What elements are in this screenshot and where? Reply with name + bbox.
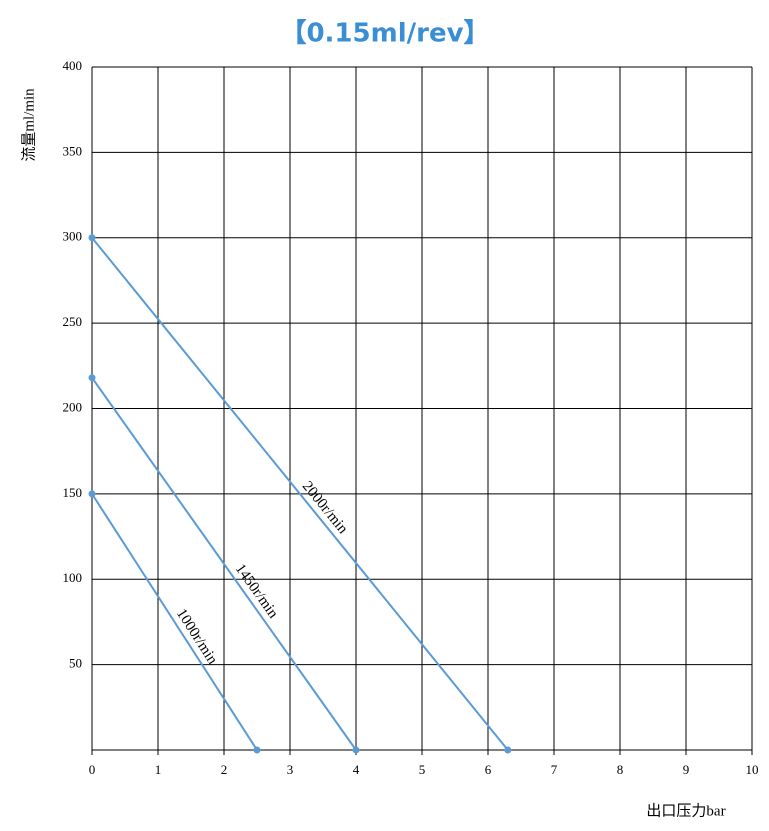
x-tick-label: 8 — [617, 762, 624, 777]
x-tick-label: 0 — [89, 762, 96, 777]
y-tick-label: 350 — [63, 143, 83, 158]
y-tick-label: 50 — [69, 656, 82, 671]
x-tick-label: 5 — [419, 762, 426, 777]
y-axis-label: 流量ml/min — [20, 88, 37, 162]
series-label: 2000r/min — [299, 478, 351, 537]
x-tick-label: 4 — [353, 762, 360, 777]
y-tick-label: 100 — [63, 570, 83, 585]
series-line — [91, 493, 258, 751]
x-tick-label: 1 — [155, 762, 162, 777]
point-marker — [352, 746, 360, 754]
x-tick-label: 10 — [746, 762, 759, 777]
x-axis-label: 出口压力bar — [646, 802, 725, 819]
y-tick-label: 150 — [63, 485, 83, 500]
y-tick-label: 250 — [63, 314, 83, 329]
series-line — [91, 237, 509, 751]
x-tick-label: 9 — [683, 762, 690, 777]
x-tick-label: 2 — [221, 762, 228, 777]
series-line — [91, 377, 357, 751]
chart-title: 【0.15ml/rev】 — [280, 19, 489, 49]
point-marker — [504, 746, 512, 754]
y-tick-label: 400 — [63, 58, 83, 73]
point-marker — [88, 374, 96, 382]
x-tick-label: 3 — [287, 762, 294, 777]
series-label: 1450r/min — [232, 561, 281, 622]
point-marker — [253, 746, 261, 754]
point-marker — [88, 234, 96, 242]
series-label: 1000r/min — [173, 606, 221, 668]
x-tick-label: 6 — [485, 762, 492, 777]
y-tick-label: 300 — [63, 229, 83, 244]
point-marker — [88, 490, 96, 498]
y-tick-label: 200 — [63, 399, 83, 414]
x-tick-label: 7 — [551, 762, 558, 777]
